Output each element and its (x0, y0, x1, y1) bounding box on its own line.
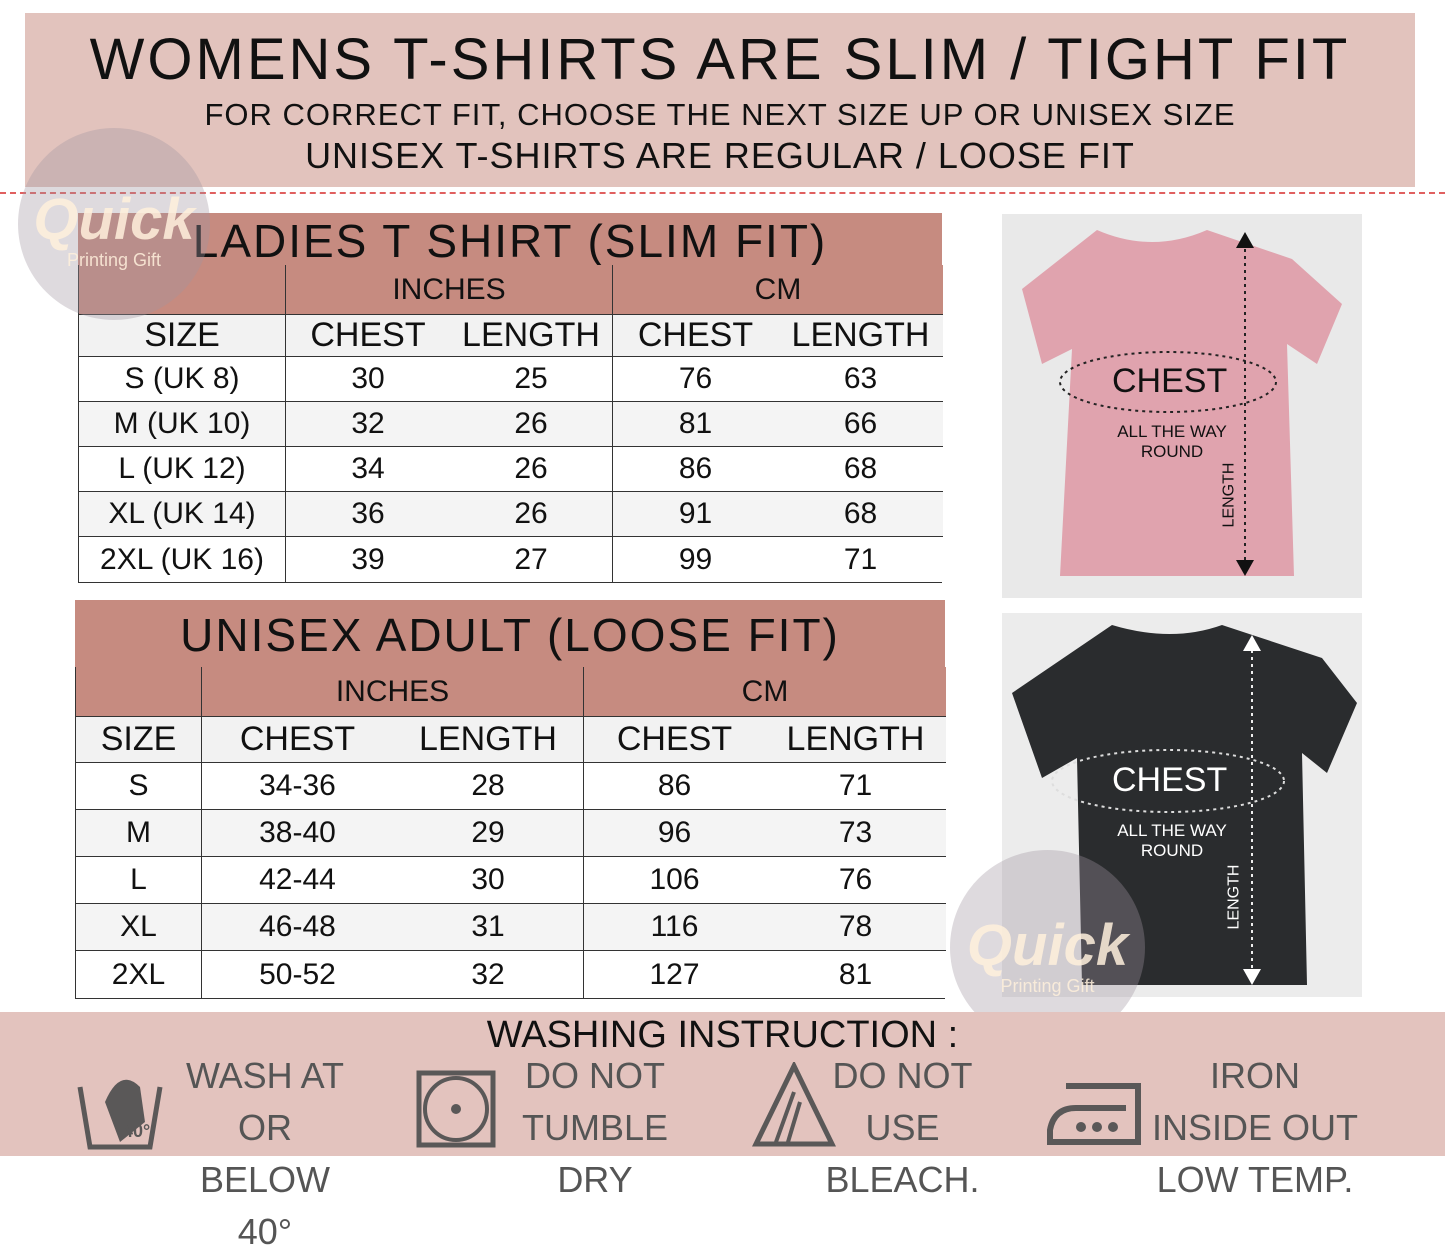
size-cell: S (76, 763, 202, 810)
measurement-cell: 78 (765, 904, 946, 951)
column-header: CHEST (286, 315, 450, 357)
size-cell: 2XL (UK 16) (79, 537, 286, 582)
banner-line-1: FOR CORRECT FIT, CHOOSE THE NEXT SIZE UP… (204, 97, 1236, 132)
all-the-way-round-label: ALL THE WAY ROUND (1117, 821, 1227, 860)
size-cell: S (UK 8) (79, 357, 286, 402)
measurement-cell: 26 (450, 447, 613, 492)
measurement-cell: 46-48 (202, 904, 393, 951)
column-header: SIZE (76, 717, 202, 763)
unisex-table-title: UNISEX ADULT (LOOSE FIT) (75, 600, 945, 667)
unisex-shirt-image: CHEST ALL THE WAY ROUND LENGTH (1002, 613, 1362, 997)
column-header: LENGTH (393, 717, 584, 763)
all-the-way-round-label: ALL THE WAY ROUND (1117, 422, 1227, 461)
measurement-cell: 91 (613, 492, 778, 537)
measurement-cell: 25 (450, 357, 613, 402)
measurement-cell: 29 (393, 810, 584, 857)
ladies-size-table: LADIES T SHIRT (SLIM FIT) INCHES CM SIZE CH… (78, 213, 943, 583)
measurement-cell: 42-44 (202, 857, 393, 904)
measurement-cell: 31 (393, 904, 584, 951)
measurement-cell: 86 (613, 447, 778, 492)
size-cell: XL (UK 14) (79, 492, 286, 537)
chest-label: CHEST (1112, 761, 1228, 799)
measurement-cell: 50-52 (202, 951, 393, 998)
washing-title: WASHING INSTRUCTION : (486, 1014, 959, 1056)
measurement-cell: 76 (765, 857, 946, 904)
measurement-cell: 30 (286, 357, 450, 402)
size-cell: XL (76, 904, 202, 951)
measurement-cell: 68 (778, 447, 943, 492)
watermark-logo: Quick Printing Gift (18, 128, 210, 320)
pink-tshirt-illustration (1022, 230, 1342, 576)
iron-icon (1047, 1083, 1141, 1145)
column-header: LENGTH (765, 717, 946, 763)
measurement-cell: 71 (778, 537, 943, 582)
measurement-cell: 32 (286, 402, 450, 447)
measurement-cell: 81 (765, 951, 946, 998)
measurement-cell: 96 (584, 810, 765, 857)
column-header: SIZE (79, 315, 286, 357)
column-header: CHEST (202, 717, 393, 763)
measurement-cell: 38-40 (202, 810, 393, 857)
length-label: LENGTH (1220, 462, 1238, 528)
banner-title: WOMENS T-SHIRTS ARE SLIM / TIGHT FIT (89, 27, 1351, 92)
no-bleach-icon (752, 1062, 836, 1147)
measurement-cell: 63 (778, 357, 943, 402)
group-header-inches: INCHES (286, 265, 613, 315)
measurement-cell: 34-36 (202, 763, 393, 810)
measurement-cell: 99 (613, 537, 778, 582)
washing-instructions: WASHING INSTRUCTION : 40° WASH AT OR BELO… (0, 1012, 1445, 1252)
ladies-shirt-image: CHEST ALL THE WAY ROUND LENGTH (1002, 214, 1362, 598)
bleach-text: DO NOT USE BLEACH. (825, 1055, 980, 1200)
measurement-cell: 66 (778, 402, 943, 447)
measurement-cell: 32 (393, 951, 584, 998)
measurement-cell: 30 (393, 857, 584, 904)
column-header: CHEST (613, 315, 778, 357)
hand-wash-icon: 40° (77, 1079, 163, 1150)
size-cell: L (UK 12) (79, 447, 286, 492)
measurement-cell: 28 (393, 763, 584, 810)
size-cell: L (76, 857, 202, 904)
ladies-table-title: LADIES T SHIRT (SLIM FIT) (78, 213, 942, 267)
size-group-blank (79, 265, 286, 315)
header-banner: WOMENS T-SHIRTS ARE SLIM / TIGHT FIT FOR… (25, 13, 1415, 187)
measurement-cell: 71 (765, 763, 946, 810)
column-header: LENGTH (778, 315, 943, 357)
black-tshirt-illustration (1012, 625, 1357, 985)
measurement-cell: 27 (450, 537, 613, 582)
column-header: LENGTH (450, 315, 613, 357)
measurement-cell: 73 (765, 810, 946, 857)
unisex-size-table: UNISEX ADULT (LOOSE FIT) INCHES CM SIZE CHE… (75, 600, 946, 999)
group-header-inches: INCHES (202, 667, 584, 717)
length-label: LENGTH (1225, 864, 1243, 930)
svg-text:40°: 40° (123, 1121, 150, 1141)
measurement-cell: 26 (450, 402, 613, 447)
measurement-cell: 26 (450, 492, 613, 537)
measurement-cell: 34 (286, 447, 450, 492)
group-header-cm: CM (613, 265, 943, 315)
no-tumble-dry-icon (416, 1070, 496, 1148)
measurement-cell: 127 (584, 951, 765, 998)
measurement-cell: 68 (778, 492, 943, 537)
wash-instruction-text: WASH AT OR BELOW 40° (185, 1055, 344, 1252)
banner-line-2: UNISEX T-SHIRTS ARE REGULAR / LOOSE FIT (305, 135, 1135, 176)
measurement-cell: 81 (613, 402, 778, 447)
iron-text: IRON INSIDE OUT LOW TEMP. (1151, 1055, 1358, 1200)
size-cell: 2XL (76, 951, 202, 998)
measurement-cell: 116 (584, 904, 765, 951)
size-cell: M (UK 10) (79, 402, 286, 447)
measurement-cell: 86 (584, 763, 765, 810)
measurement-cell: 76 (613, 357, 778, 402)
measurement-cell: 106 (584, 857, 765, 904)
group-header-cm: CM (584, 667, 946, 717)
size-group-blank (76, 667, 202, 717)
size-cell: M (76, 810, 202, 857)
measurement-cell: 39 (286, 537, 450, 582)
dashed-divider (0, 192, 1445, 194)
tumble-dry-text: DO NOT TUMBLE DRY (521, 1055, 669, 1200)
measurement-cell: 36 (286, 492, 450, 537)
chest-label: CHEST (1112, 362, 1228, 400)
column-header: CHEST (584, 717, 765, 763)
